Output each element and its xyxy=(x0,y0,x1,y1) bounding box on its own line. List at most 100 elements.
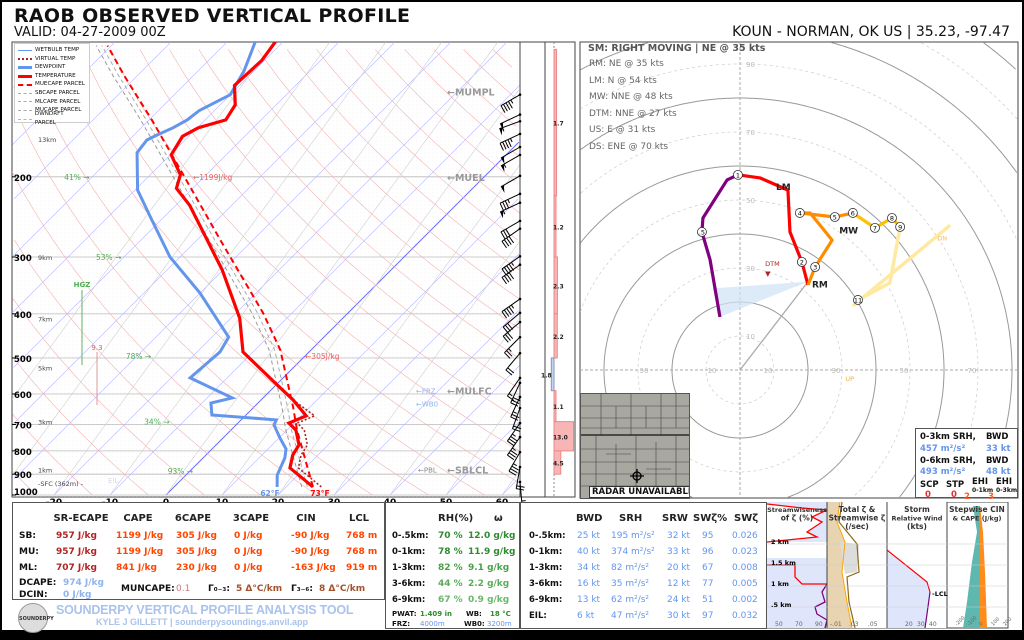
legend-item: MUECAPE PARCEL xyxy=(18,80,86,89)
thermo-header: 6CAPE xyxy=(174,513,212,524)
dry-adiabat xyxy=(228,49,519,329)
barb-full xyxy=(507,101,513,109)
height-label: 3km xyxy=(38,419,52,427)
thermo-table: SR-ECAPE CAPE 6CAPE 3CAPE CIN LCL SB: 957 J/kg 1… xyxy=(12,502,385,600)
height-marker: .5 xyxy=(697,227,707,237)
barb-full xyxy=(503,239,510,247)
kinematic-value: 24 kt xyxy=(667,595,691,605)
height-marker-circle xyxy=(847,208,858,218)
barb-full xyxy=(503,309,510,317)
pressure-tick-label: 800 xyxy=(14,448,32,458)
dry-adiabat xyxy=(12,298,205,496)
kinematic-header: BWD xyxy=(576,513,603,524)
panel3-tick: 40 xyxy=(929,621,937,628)
barb-full xyxy=(508,452,516,458)
thermo-header: SR-ECAPE xyxy=(53,513,109,524)
dry-adiabat xyxy=(81,49,520,484)
barb-shaft xyxy=(502,312,521,328)
barb-shaft xyxy=(512,407,521,429)
barb-dot xyxy=(518,201,522,205)
kinematic-value: 35 m²/s² xyxy=(611,579,650,589)
inflow-value: 1.8 xyxy=(541,372,552,379)
streamwiseness-title: of ζ (%) xyxy=(781,514,813,523)
hodograph-ring xyxy=(982,42,1016,70)
barb-dot xyxy=(518,145,522,149)
barb-full xyxy=(506,273,512,281)
panel2-tick: .05 xyxy=(868,621,878,628)
barb-full xyxy=(512,428,521,432)
lapse-03-label: Γ₀₋₃: xyxy=(208,584,230,594)
srh03-header: 0-3km SRH, xyxy=(920,432,976,442)
dry-adiabat xyxy=(169,49,520,390)
barb-shaft xyxy=(510,396,521,418)
storm-motion-list: RM: NE @ 35 kts LM: N @ 54 kts MW: NNE @ 4… xyxy=(589,56,677,155)
srw-title: Relative Wind xyxy=(892,515,943,523)
streamwiseness-title: Streamwiseness xyxy=(767,506,827,514)
barb-half xyxy=(508,348,512,352)
height-marker-circle xyxy=(829,212,840,222)
kinematic-value: 25 kt xyxy=(577,531,601,541)
wind-barb xyxy=(500,145,522,165)
hgz-label: HGZ xyxy=(74,281,91,289)
dry-adiabat xyxy=(12,470,37,496)
barb-dot xyxy=(518,450,522,454)
barb-shaft xyxy=(500,220,521,233)
barb-shaft xyxy=(499,133,521,144)
panel2-tick: .03 xyxy=(849,621,859,628)
storm-motion-item: DS: ENE @ 70 kts xyxy=(589,141,669,152)
barb-shaft xyxy=(502,321,521,337)
height-label: 13km xyxy=(38,136,56,144)
rh-value: 70 % xyxy=(438,531,463,541)
isotherm xyxy=(277,253,520,496)
height-marker-circle xyxy=(697,227,707,237)
barb-full xyxy=(507,454,515,461)
isotherm xyxy=(333,310,519,496)
hodograph-ring xyxy=(830,42,1018,173)
barb-full xyxy=(512,397,521,402)
skewt-background xyxy=(12,42,520,497)
barb-flag xyxy=(499,127,503,136)
kinematic-value: 0.008 xyxy=(732,563,758,573)
legend-swatch xyxy=(18,65,32,69)
legend-label: VIRTUAL TEMP xyxy=(35,55,76,62)
pressure-tick-label: 300 xyxy=(14,254,32,264)
rh-value: 67 % xyxy=(438,595,463,605)
barb-dot xyxy=(518,381,522,385)
kinematic-value: 374 m²/s² xyxy=(611,547,655,557)
barb-shaft xyxy=(506,377,521,397)
lapse-03-value: 5 Δ°C/km xyxy=(236,584,283,594)
panel3-tick: 20 xyxy=(905,621,913,628)
legend-swatch xyxy=(18,57,32,60)
wind-barb xyxy=(501,297,522,319)
hodograph-ring xyxy=(580,97,1013,370)
dry-adiabat xyxy=(139,49,519,420)
barb-full xyxy=(511,399,520,405)
parcel-level-label: ←MUEL xyxy=(447,173,485,184)
panel3-tick: 30 xyxy=(917,621,925,628)
inflow-value: 1.1 xyxy=(553,404,564,411)
rh-label: 53% → xyxy=(96,253,121,262)
legend-item: DWNDRFT PARCEL xyxy=(18,111,86,126)
rh-label: 34% → xyxy=(144,418,169,427)
mixing-ratio-value: 2.2 g/kg xyxy=(468,579,510,589)
storm-motion-point-rm: RM xyxy=(812,281,828,291)
legend-item: SBCAPE PARCEL xyxy=(18,89,86,98)
dry-adiabat xyxy=(404,49,519,157)
barb-shaft xyxy=(500,154,521,167)
barb-full xyxy=(502,230,508,238)
ring-label: 10 xyxy=(708,367,717,375)
kinematic-value: 95 xyxy=(702,531,714,541)
hodograph-ring xyxy=(786,370,877,498)
inflow-value: 2.2 xyxy=(553,334,564,341)
barb-full xyxy=(507,440,515,447)
height-marker-circle xyxy=(853,295,863,305)
legend-item: DEWPOINT xyxy=(18,63,86,72)
barb-full xyxy=(502,335,509,343)
page-title: RAOB OBSERVED VERTICAL PROFILE xyxy=(14,5,411,27)
ring-label: 50 xyxy=(746,197,755,205)
wb0-label: WB0: xyxy=(464,620,485,628)
wind-barb xyxy=(504,335,522,359)
ring-label: 30 xyxy=(832,367,841,375)
dry-adiabat xyxy=(433,49,517,127)
